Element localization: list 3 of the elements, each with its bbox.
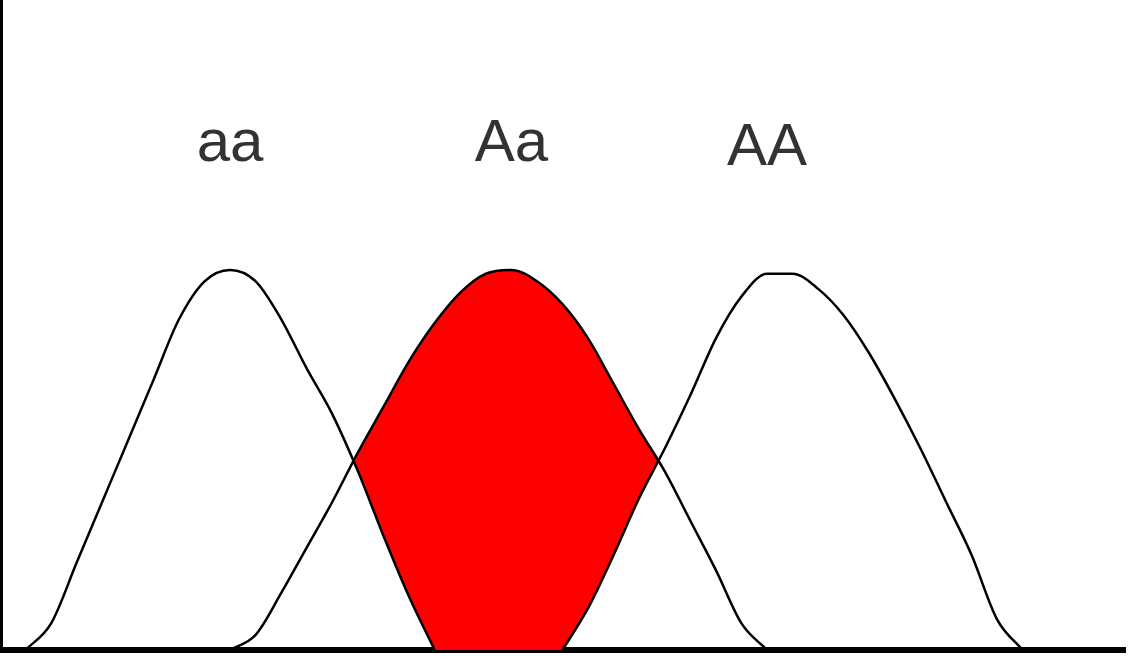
series-label: Aa	[474, 107, 549, 175]
series-label: aa	[196, 107, 265, 175]
series-label: AA	[727, 111, 808, 179]
